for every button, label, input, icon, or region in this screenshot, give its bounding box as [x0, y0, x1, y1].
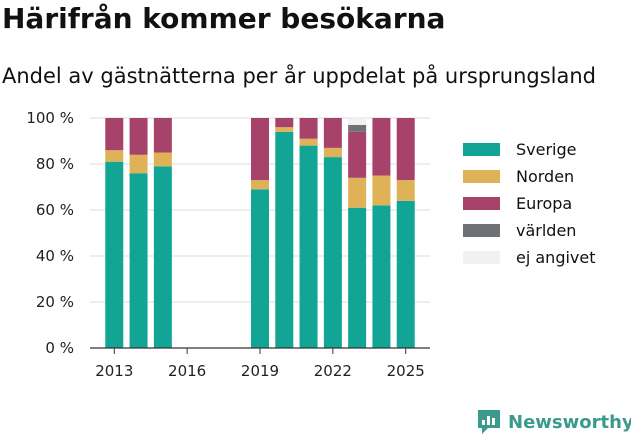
- legend-item: Europa: [463, 190, 596, 217]
- legend-label: ej angivet: [516, 248, 596, 267]
- legend-item: ej angivet: [463, 244, 596, 271]
- bar-segment: [129, 173, 148, 348]
- bar-segment: [372, 175, 391, 206]
- bar-segment: [372, 205, 391, 348]
- legend-label: Norden: [516, 167, 575, 186]
- bar-segment: [299, 138, 318, 146]
- bar-segment: [396, 180, 415, 201]
- y-tick-label: 40 %: [36, 247, 74, 265]
- bar-segment: [275, 118, 294, 128]
- bar-segment: [153, 166, 172, 348]
- x-tick-label: 2016: [168, 362, 206, 380]
- legend-item: Sverige: [463, 136, 596, 163]
- x-tick-label: 2019: [241, 362, 279, 380]
- bar-segment: [348, 124, 367, 132]
- legend-swatch: [463, 170, 500, 183]
- bar-segment: [396, 200, 415, 348]
- newsworthy-logo-icon: [478, 410, 500, 434]
- brand-name: Newsworthy: [508, 411, 631, 433]
- chart-title: Härifrån kommer besökarna: [2, 2, 446, 35]
- bar-segment: [105, 150, 124, 162]
- x-tick-label: 2013: [95, 362, 133, 380]
- y-tick-label: 0 %: [45, 339, 74, 357]
- bar-segment: [348, 118, 367, 125]
- bar-segment: [299, 118, 318, 139]
- bar-segment: [251, 189, 269, 348]
- legend-swatch: [463, 197, 500, 210]
- legend-label: Sverige: [516, 140, 577, 159]
- legend-swatch: [463, 251, 500, 264]
- bar-segment: [396, 118, 415, 181]
- legend-item: Norden: [463, 163, 596, 190]
- y-tick-label: 100 %: [26, 109, 74, 127]
- legend-swatch: [463, 224, 500, 237]
- bar-segment: [275, 127, 294, 132]
- bar-segment: [251, 118, 269, 181]
- legend-swatch: [463, 143, 500, 156]
- bar-segment: [299, 145, 318, 348]
- bar-segment: [348, 207, 367, 348]
- bar-segment: [251, 180, 269, 190]
- y-tick-label: 20 %: [36, 293, 74, 311]
- bar-segment: [323, 157, 342, 348]
- bar-segment: [105, 118, 124, 151]
- x-tick-label: 2022: [314, 362, 352, 380]
- bar-segment: [105, 161, 124, 348]
- bar-segment: [153, 152, 172, 167]
- chart-subtitle: Andel av gästnätterna per år uppdelat på…: [2, 64, 596, 88]
- x-tick-label: 2025: [387, 362, 425, 380]
- bar-segment: [129, 154, 148, 174]
- y-tick-label: 80 %: [36, 155, 74, 173]
- chart-legend: Sverige Norden Europa världen ej angivet: [463, 136, 596, 271]
- legend-label: Europa: [516, 194, 573, 213]
- bar-segment: [372, 118, 391, 176]
- legend-item: världen: [463, 217, 596, 244]
- bar-segment: [275, 131, 294, 348]
- bar-segment: [153, 118, 172, 153]
- bar-segment: [348, 177, 367, 208]
- bar-segment: [323, 147, 342, 158]
- bar-segment: [323, 118, 342, 148]
- bar-segment: [348, 131, 367, 178]
- bar-segment: [129, 118, 148, 155]
- y-tick-label: 60 %: [36, 201, 74, 219]
- brand-logo: Newsworthy: [476, 408, 631, 436]
- legend-label: världen: [516, 221, 577, 240]
